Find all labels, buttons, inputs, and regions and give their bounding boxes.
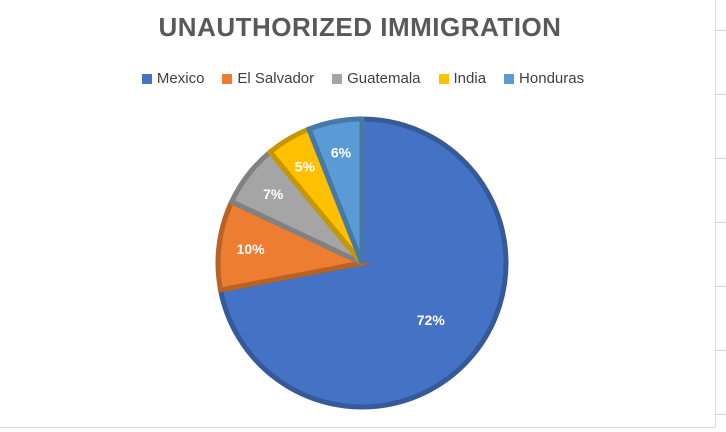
grid-line [716,350,726,351]
legend-label: India [453,70,487,87]
grid-line [716,30,726,31]
legend-label: El Salvador [237,70,315,87]
legend-item-honduras: Honduras [504,70,584,87]
data-label-guatemala: 7% [263,186,284,202]
chart-frame [0,0,716,428]
data-label-india: 5% [295,158,316,174]
legend-swatch [141,73,152,84]
grid-line [716,414,726,415]
legend-swatch [332,73,343,84]
pie-slice-el-salvador [215,198,371,293]
pie-slice-honduras [305,116,365,264]
chart-title: UNAUTHORIZED IMMIGRATION [158,12,562,42]
legend-label: Guatemala [347,70,421,87]
legend-item-mexico: Mexico [141,70,205,87]
data-label-mexico: 72% [417,312,446,328]
data-label-el-salvador: 10% [237,241,266,257]
legend-swatch [222,73,233,84]
grid-line [716,286,726,287]
grid-line [716,158,726,159]
grid-line [716,222,726,223]
legend-label: Mexico [156,70,205,87]
spreadsheet-edge [716,0,726,432]
data-label-honduras: 6% [331,145,352,161]
legend-item-india: India [438,70,487,87]
legend-swatch [504,73,515,84]
legend-item-guatemala: Guatemala [332,70,421,87]
legend-swatch [438,73,449,84]
grid-line [716,94,726,95]
legend-item-el-salvador: El Salvador [222,70,314,87]
chart-legend: Mexico El Salvador Guatemala India Hondu… [0,70,726,87]
legend-label: Honduras [519,70,585,87]
